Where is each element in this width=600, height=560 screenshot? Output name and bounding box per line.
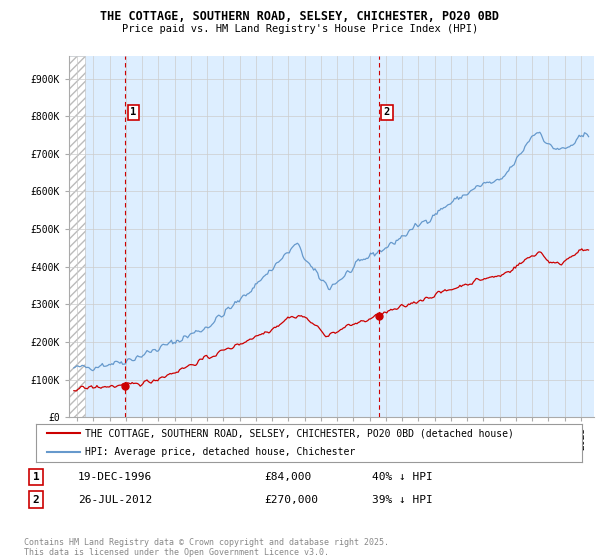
- Text: £270,000: £270,000: [264, 494, 318, 505]
- Text: 19-DEC-1996: 19-DEC-1996: [78, 472, 152, 482]
- Text: 1: 1: [130, 108, 137, 118]
- Text: 1: 1: [32, 472, 40, 482]
- Text: THE COTTAGE, SOUTHERN ROAD, SELSEY, CHICHESTER, PO20 0BD: THE COTTAGE, SOUTHERN ROAD, SELSEY, CHIC…: [101, 10, 499, 23]
- Text: HPI: Average price, detached house, Chichester: HPI: Average price, detached house, Chic…: [85, 447, 355, 458]
- Text: Contains HM Land Registry data © Crown copyright and database right 2025.
This d: Contains HM Land Registry data © Crown c…: [24, 538, 389, 557]
- Text: 40% ↓ HPI: 40% ↓ HPI: [372, 472, 433, 482]
- Text: 2: 2: [32, 494, 40, 505]
- Text: 26-JUL-2012: 26-JUL-2012: [78, 494, 152, 505]
- Text: £84,000: £84,000: [264, 472, 311, 482]
- Text: THE COTTAGE, SOUTHERN ROAD, SELSEY, CHICHESTER, PO20 0BD (detached house): THE COTTAGE, SOUTHERN ROAD, SELSEY, CHIC…: [85, 428, 514, 438]
- Text: 2: 2: [383, 108, 390, 118]
- Text: Price paid vs. HM Land Registry's House Price Index (HPI): Price paid vs. HM Land Registry's House …: [122, 24, 478, 34]
- Text: 39% ↓ HPI: 39% ↓ HPI: [372, 494, 433, 505]
